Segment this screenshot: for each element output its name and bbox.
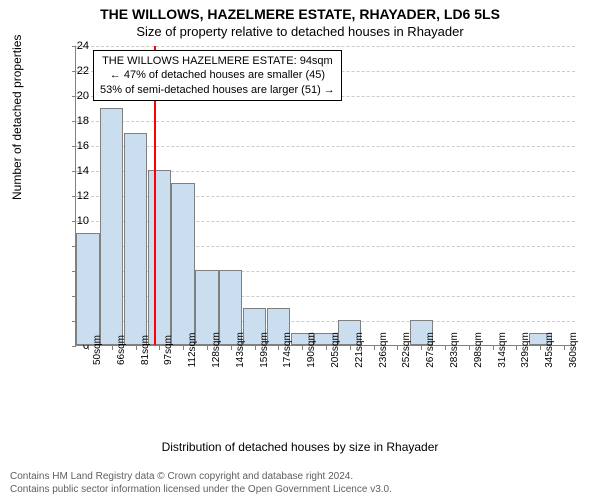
xtick-mark [231,346,232,350]
xtick-label: 329sqm [520,332,531,368]
xtick-mark [112,346,113,350]
xtick-mark [326,346,327,350]
gridline [76,46,575,47]
xtick-label: 221sqm [354,332,365,368]
footer-line-2: Contains public sector information licen… [10,484,392,497]
xtick-label: 50sqm [92,335,103,365]
xtick-label: 345sqm [544,332,555,368]
annotation-line-3: 53% of semi-detached houses are larger (… [100,83,335,97]
xtick-mark [493,346,494,350]
xtick-label: 360sqm [568,332,579,368]
xtick-label: 112sqm [187,333,198,368]
gridline [76,146,575,147]
xtick-mark [374,346,375,350]
xtick-mark [88,346,89,350]
ytick-label: 16 [61,140,89,152]
ytick-label: 10 [61,215,89,227]
xtick-mark [421,346,422,350]
histogram-bar [148,170,171,345]
histogram-bar [100,108,123,346]
ytick-label: 22 [61,65,89,77]
xtick-mark [350,346,351,350]
xtick-label: 236sqm [378,332,389,368]
xtick-label: 174sqm [282,332,293,368]
xtick-label: 66sqm [116,335,127,365]
xtick-mark [516,346,517,350]
xtick-label: 81sqm [140,335,151,365]
xtick-mark [207,346,208,350]
xtick-label: 252sqm [401,332,412,368]
x-axis-label: Distribution of detached houses by size … [0,440,600,454]
xtick-label: 283sqm [449,332,460,368]
annotation-line-2: ← 47% of detached houses are smaller (45… [100,68,335,82]
xtick-label: 97sqm [163,335,174,365]
xtick-mark [445,346,446,350]
histogram-bar [76,233,99,346]
ytick-label: 20 [61,90,89,102]
xtick-label: 190sqm [306,332,317,368]
xtick-mark [540,346,541,350]
annotation-box: THE WILLOWS HAZELMERE ESTATE: 94sqm ← 47… [93,50,342,101]
xtick-mark [183,346,184,350]
xtick-mark [136,346,137,350]
xtick-label: 128sqm [211,332,222,368]
xtick-mark [397,346,398,350]
histogram-bar [124,133,147,346]
y-axis-label: Number of detached properties [10,35,24,200]
ytick-label: 18 [61,115,89,127]
xtick-mark [278,346,279,350]
xtick-mark [302,346,303,350]
xtick-label: 298sqm [473,332,484,368]
histogram-bar [171,183,194,346]
xtick-label: 159sqm [259,332,270,368]
page-subtitle: Size of property relative to detached ho… [0,22,600,43]
xtick-mark [564,346,565,350]
annotation-line-1: THE WILLOWS HAZELMERE ESTATE: 94sqm [100,54,335,68]
ytick-label: 24 [61,40,89,52]
footer-line-1: Contains HM Land Registry data © Crown c… [10,471,392,484]
xtick-label: 267sqm [425,332,436,368]
xtick-mark [469,346,470,350]
footer-attribution: Contains HM Land Registry data © Crown c… [10,471,392,496]
gridline [76,121,575,122]
xtick-mark [159,346,160,350]
ytick-label: 12 [61,190,89,202]
xtick-label: 205sqm [330,332,341,368]
xtick-label: 314sqm [497,332,508,368]
ytick-label: 14 [61,165,89,177]
page-title: THE WILLOWS, HAZELMERE ESTATE, RHAYADER,… [0,0,600,22]
xtick-mark [255,346,256,350]
xtick-label: 143sqm [235,332,246,368]
